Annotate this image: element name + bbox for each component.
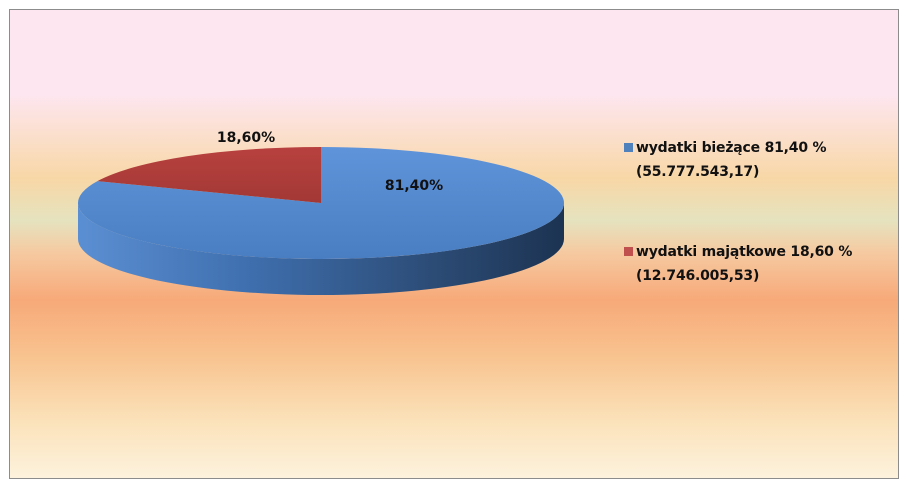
legend-label-line2: (55.777.543,17) <box>636 160 826 184</box>
legend-label-line1: wydatki bieżące 81,40 % <box>636 136 826 160</box>
data-label: 18,60% <box>217 130 275 146</box>
data-label: 81,40% <box>385 178 443 194</box>
legend-label-line2: (12.746.005,53) <box>636 264 852 288</box>
legend-swatch-blue <box>624 143 633 152</box>
legend-swatch-red <box>624 247 633 256</box>
legend-label-line1: wydatki majątkowe 18,60 % <box>636 240 852 264</box>
chart-area: 81,40% 18,60% wydatki bieżące 81,40 % (55… <box>9 9 899 479</box>
